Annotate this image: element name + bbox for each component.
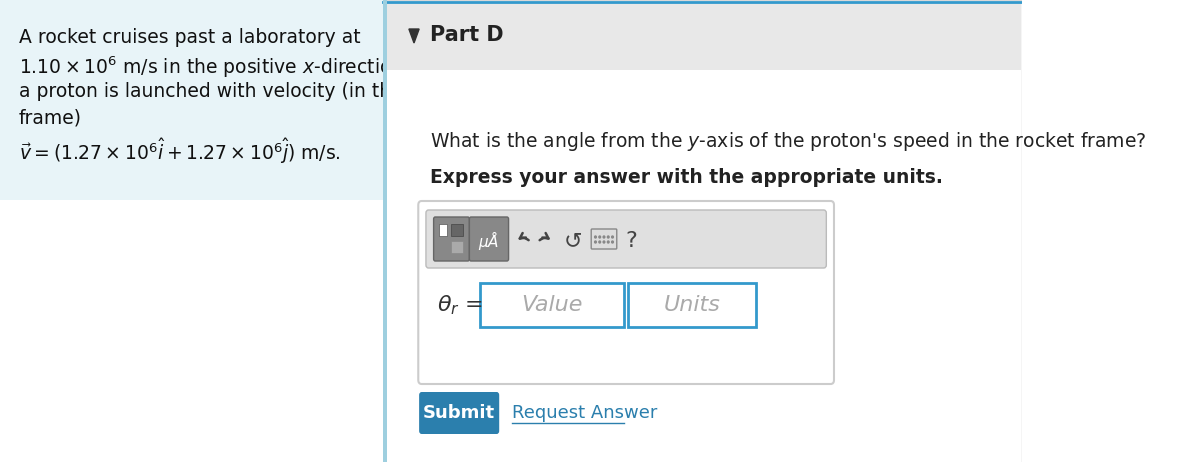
Circle shape [595, 241, 596, 243]
Circle shape [607, 241, 610, 243]
FancyBboxPatch shape [0, 0, 383, 200]
FancyBboxPatch shape [383, 70, 1020, 462]
FancyBboxPatch shape [628, 283, 756, 327]
Circle shape [604, 236, 605, 238]
Text: Request Answer: Request Answer [512, 404, 658, 422]
FancyBboxPatch shape [433, 217, 469, 261]
Text: Part D: Part D [431, 25, 504, 45]
Text: A rocket cruises past a laboratory at: A rocket cruises past a laboratory at [19, 28, 360, 47]
Text: What is the angle from the $y$-axis of the proton's speed in the rocket frame?: What is the angle from the $y$-axis of t… [431, 130, 1146, 153]
Circle shape [595, 236, 596, 238]
FancyBboxPatch shape [451, 241, 462, 253]
Text: $\mu\AA$: $\mu\AA$ [479, 230, 499, 253]
FancyBboxPatch shape [426, 210, 827, 268]
FancyBboxPatch shape [419, 201, 834, 384]
Text: Express your answer with the appropriate units.: Express your answer with the appropriate… [431, 168, 943, 187]
Circle shape [604, 241, 605, 243]
FancyBboxPatch shape [451, 224, 462, 236]
Text: $\theta_r$ =: $\theta_r$ = [437, 293, 482, 317]
Text: frame): frame) [19, 109, 82, 128]
Circle shape [612, 236, 613, 238]
Circle shape [599, 241, 600, 243]
Text: Value: Value [521, 295, 583, 315]
Text: $1.10 \times 10^6$ m/s in the positive $x$-direction just as: $1.10 \times 10^6$ m/s in the positive $… [19, 55, 470, 80]
FancyBboxPatch shape [469, 217, 509, 261]
Text: $\vec{v} = (1.27 \times 10^6\hat{i} + 1.27 \times 10^6\hat{j})$ m/s.: $\vec{v} = (1.27 \times 10^6\hat{i} + 1.… [19, 136, 341, 166]
FancyBboxPatch shape [439, 224, 448, 236]
FancyBboxPatch shape [480, 283, 624, 327]
FancyBboxPatch shape [383, 0, 386, 462]
FancyBboxPatch shape [419, 392, 499, 434]
Circle shape [607, 236, 610, 238]
Circle shape [599, 236, 600, 238]
FancyBboxPatch shape [383, 2, 1020, 70]
FancyBboxPatch shape [383, 0, 1022, 462]
Text: Units: Units [664, 295, 720, 315]
Text: ?: ? [625, 231, 637, 251]
Polygon shape [409, 29, 419, 43]
FancyBboxPatch shape [592, 229, 617, 249]
Text: a proton is launched with velocity (in the laboratory: a proton is launched with velocity (in t… [19, 82, 505, 101]
Text: Submit: Submit [424, 404, 496, 422]
Text: ↺: ↺ [564, 231, 583, 251]
Circle shape [612, 241, 613, 243]
